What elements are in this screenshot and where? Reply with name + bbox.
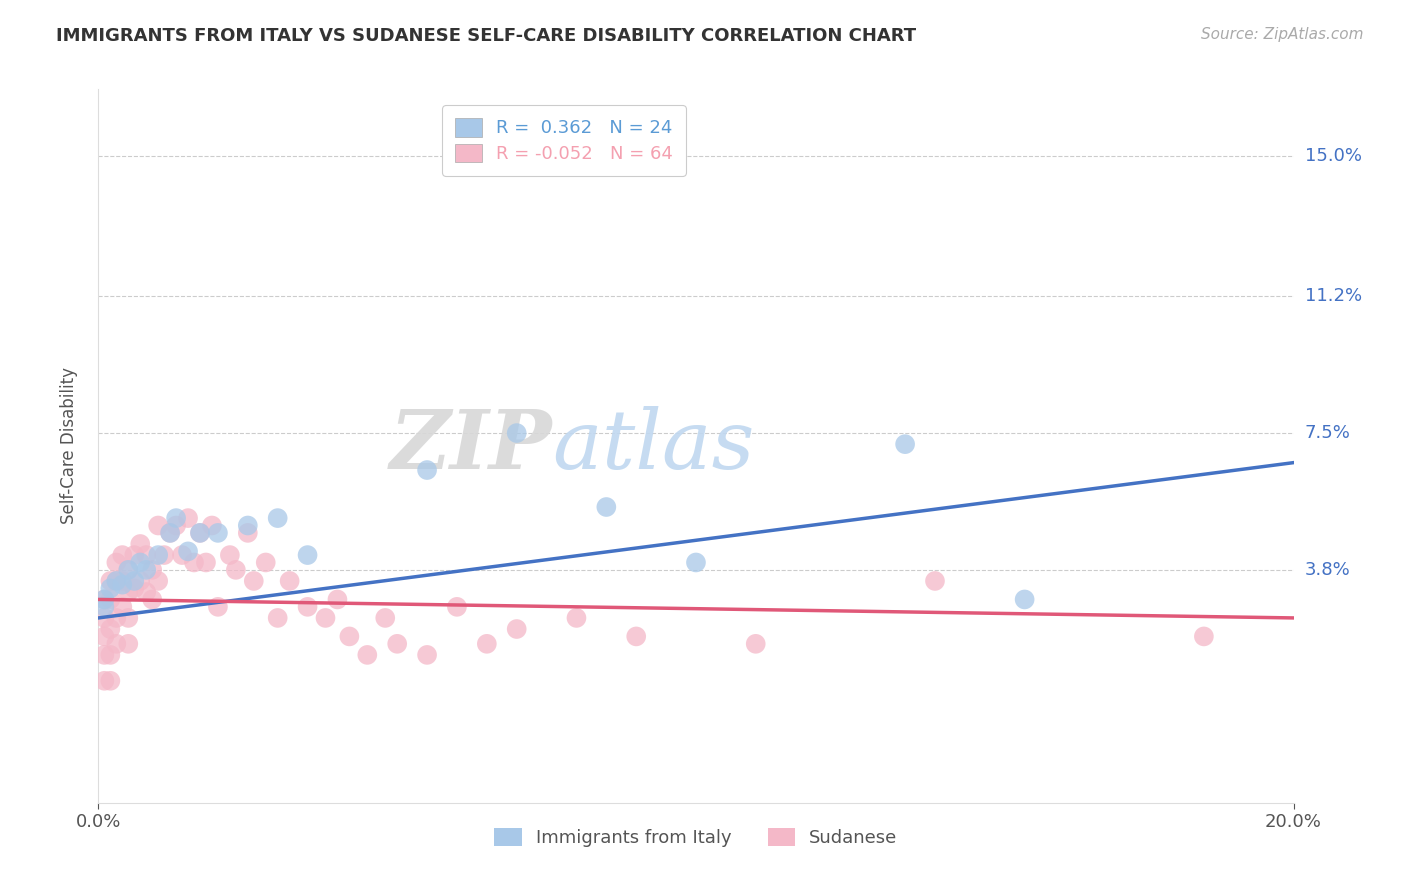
- Point: [315, 611, 337, 625]
- Point: [254, 556, 277, 570]
- Point: [98, 582, 122, 596]
- Point: [159, 525, 181, 540]
- Point: [626, 629, 648, 643]
- Point: [98, 574, 122, 588]
- Point: [356, 648, 378, 662]
- Point: [165, 511, 187, 525]
- Point: [267, 511, 290, 525]
- Point: [188, 525, 211, 540]
- Point: [207, 525, 229, 540]
- Point: [153, 548, 176, 562]
- Text: Source: ZipAtlas.com: Source: ZipAtlas.com: [1201, 27, 1364, 42]
- Point: [105, 574, 128, 588]
- Point: [188, 525, 211, 540]
- Point: [93, 592, 115, 607]
- Point: [148, 574, 170, 588]
- Point: [93, 673, 115, 688]
- Point: [129, 556, 152, 570]
- Point: [117, 585, 139, 599]
- Point: [745, 637, 768, 651]
- Point: [93, 611, 115, 625]
- Point: [924, 574, 946, 588]
- Y-axis label: Self-Care Disability: Self-Care Disability: [59, 368, 77, 524]
- Text: ZIP: ZIP: [389, 406, 553, 486]
- Point: [685, 556, 707, 570]
- Point: [565, 611, 588, 625]
- Point: [385, 637, 409, 651]
- Point: [93, 592, 115, 607]
- Point: [219, 548, 242, 562]
- Point: [225, 563, 247, 577]
- Point: [98, 648, 122, 662]
- Point: [506, 622, 529, 636]
- Point: [267, 611, 290, 625]
- Text: IMMIGRANTS FROM ITALY VS SUDANESE SELF-CARE DISABILITY CORRELATION CHART: IMMIGRANTS FROM ITALY VS SUDANESE SELF-C…: [56, 27, 917, 45]
- Point: [475, 637, 498, 651]
- Point: [135, 585, 157, 599]
- Point: [446, 599, 468, 614]
- Point: [93, 599, 115, 614]
- Point: [177, 544, 200, 558]
- Point: [201, 518, 224, 533]
- Point: [117, 611, 139, 625]
- Text: 7.5%: 7.5%: [1305, 424, 1351, 442]
- Point: [117, 563, 139, 577]
- Point: [1014, 592, 1036, 607]
- Point: [148, 548, 170, 562]
- Point: [124, 548, 146, 562]
- Text: atlas: atlas: [553, 406, 755, 486]
- Point: [297, 599, 319, 614]
- Point: [207, 599, 229, 614]
- Point: [129, 537, 152, 551]
- Point: [195, 556, 218, 570]
- Point: [105, 611, 128, 625]
- Text: 15.0%: 15.0%: [1305, 147, 1361, 165]
- Point: [339, 629, 361, 643]
- Point: [236, 525, 259, 540]
- Point: [98, 622, 122, 636]
- Point: [111, 599, 134, 614]
- Point: [141, 563, 163, 577]
- Point: [105, 637, 128, 651]
- Point: [297, 548, 319, 562]
- Point: [172, 548, 194, 562]
- Point: [105, 574, 128, 588]
- Point: [141, 592, 163, 607]
- Point: [98, 592, 122, 607]
- Point: [93, 648, 115, 662]
- Text: 11.2%: 11.2%: [1305, 287, 1362, 305]
- Legend: Immigrants from Italy, Sudanese: Immigrants from Italy, Sudanese: [488, 821, 904, 855]
- Point: [506, 425, 529, 440]
- Point: [595, 500, 617, 514]
- Point: [894, 437, 917, 451]
- Point: [159, 525, 181, 540]
- Point: [177, 511, 200, 525]
- Point: [129, 574, 152, 588]
- Point: [1192, 629, 1215, 643]
- Point: [111, 577, 134, 591]
- Point: [416, 463, 439, 477]
- Point: [117, 637, 139, 651]
- Point: [183, 556, 205, 570]
- Point: [148, 518, 170, 533]
- Point: [278, 574, 301, 588]
- Point: [124, 582, 146, 596]
- Point: [93, 629, 115, 643]
- Text: 3.8%: 3.8%: [1305, 561, 1350, 579]
- Point: [98, 673, 122, 688]
- Point: [135, 563, 157, 577]
- Point: [326, 592, 349, 607]
- Point: [165, 518, 187, 533]
- Point: [416, 648, 439, 662]
- Point: [236, 518, 259, 533]
- Point: [374, 611, 396, 625]
- Point: [243, 574, 266, 588]
- Point: [111, 548, 134, 562]
- Point: [105, 556, 128, 570]
- Point: [117, 563, 139, 577]
- Point: [135, 548, 157, 562]
- Point: [124, 574, 146, 588]
- Point: [111, 574, 134, 588]
